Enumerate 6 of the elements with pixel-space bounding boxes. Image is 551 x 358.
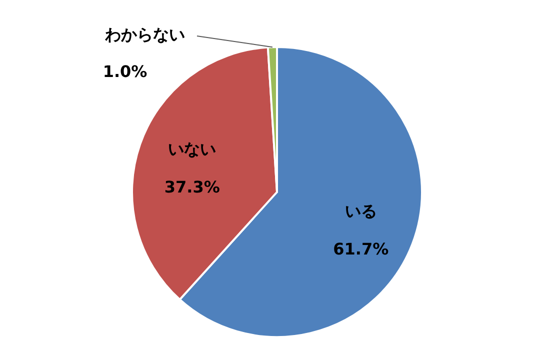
slice-label: わからない bbox=[104, 25, 185, 44]
data-label: 37.3% bbox=[164, 177, 220, 196]
slice-label: いる bbox=[344, 201, 377, 220]
slice-label: いない bbox=[168, 139, 216, 158]
data-label: 61.7% bbox=[333, 239, 389, 258]
data-label: 1.0% bbox=[102, 62, 148, 81]
